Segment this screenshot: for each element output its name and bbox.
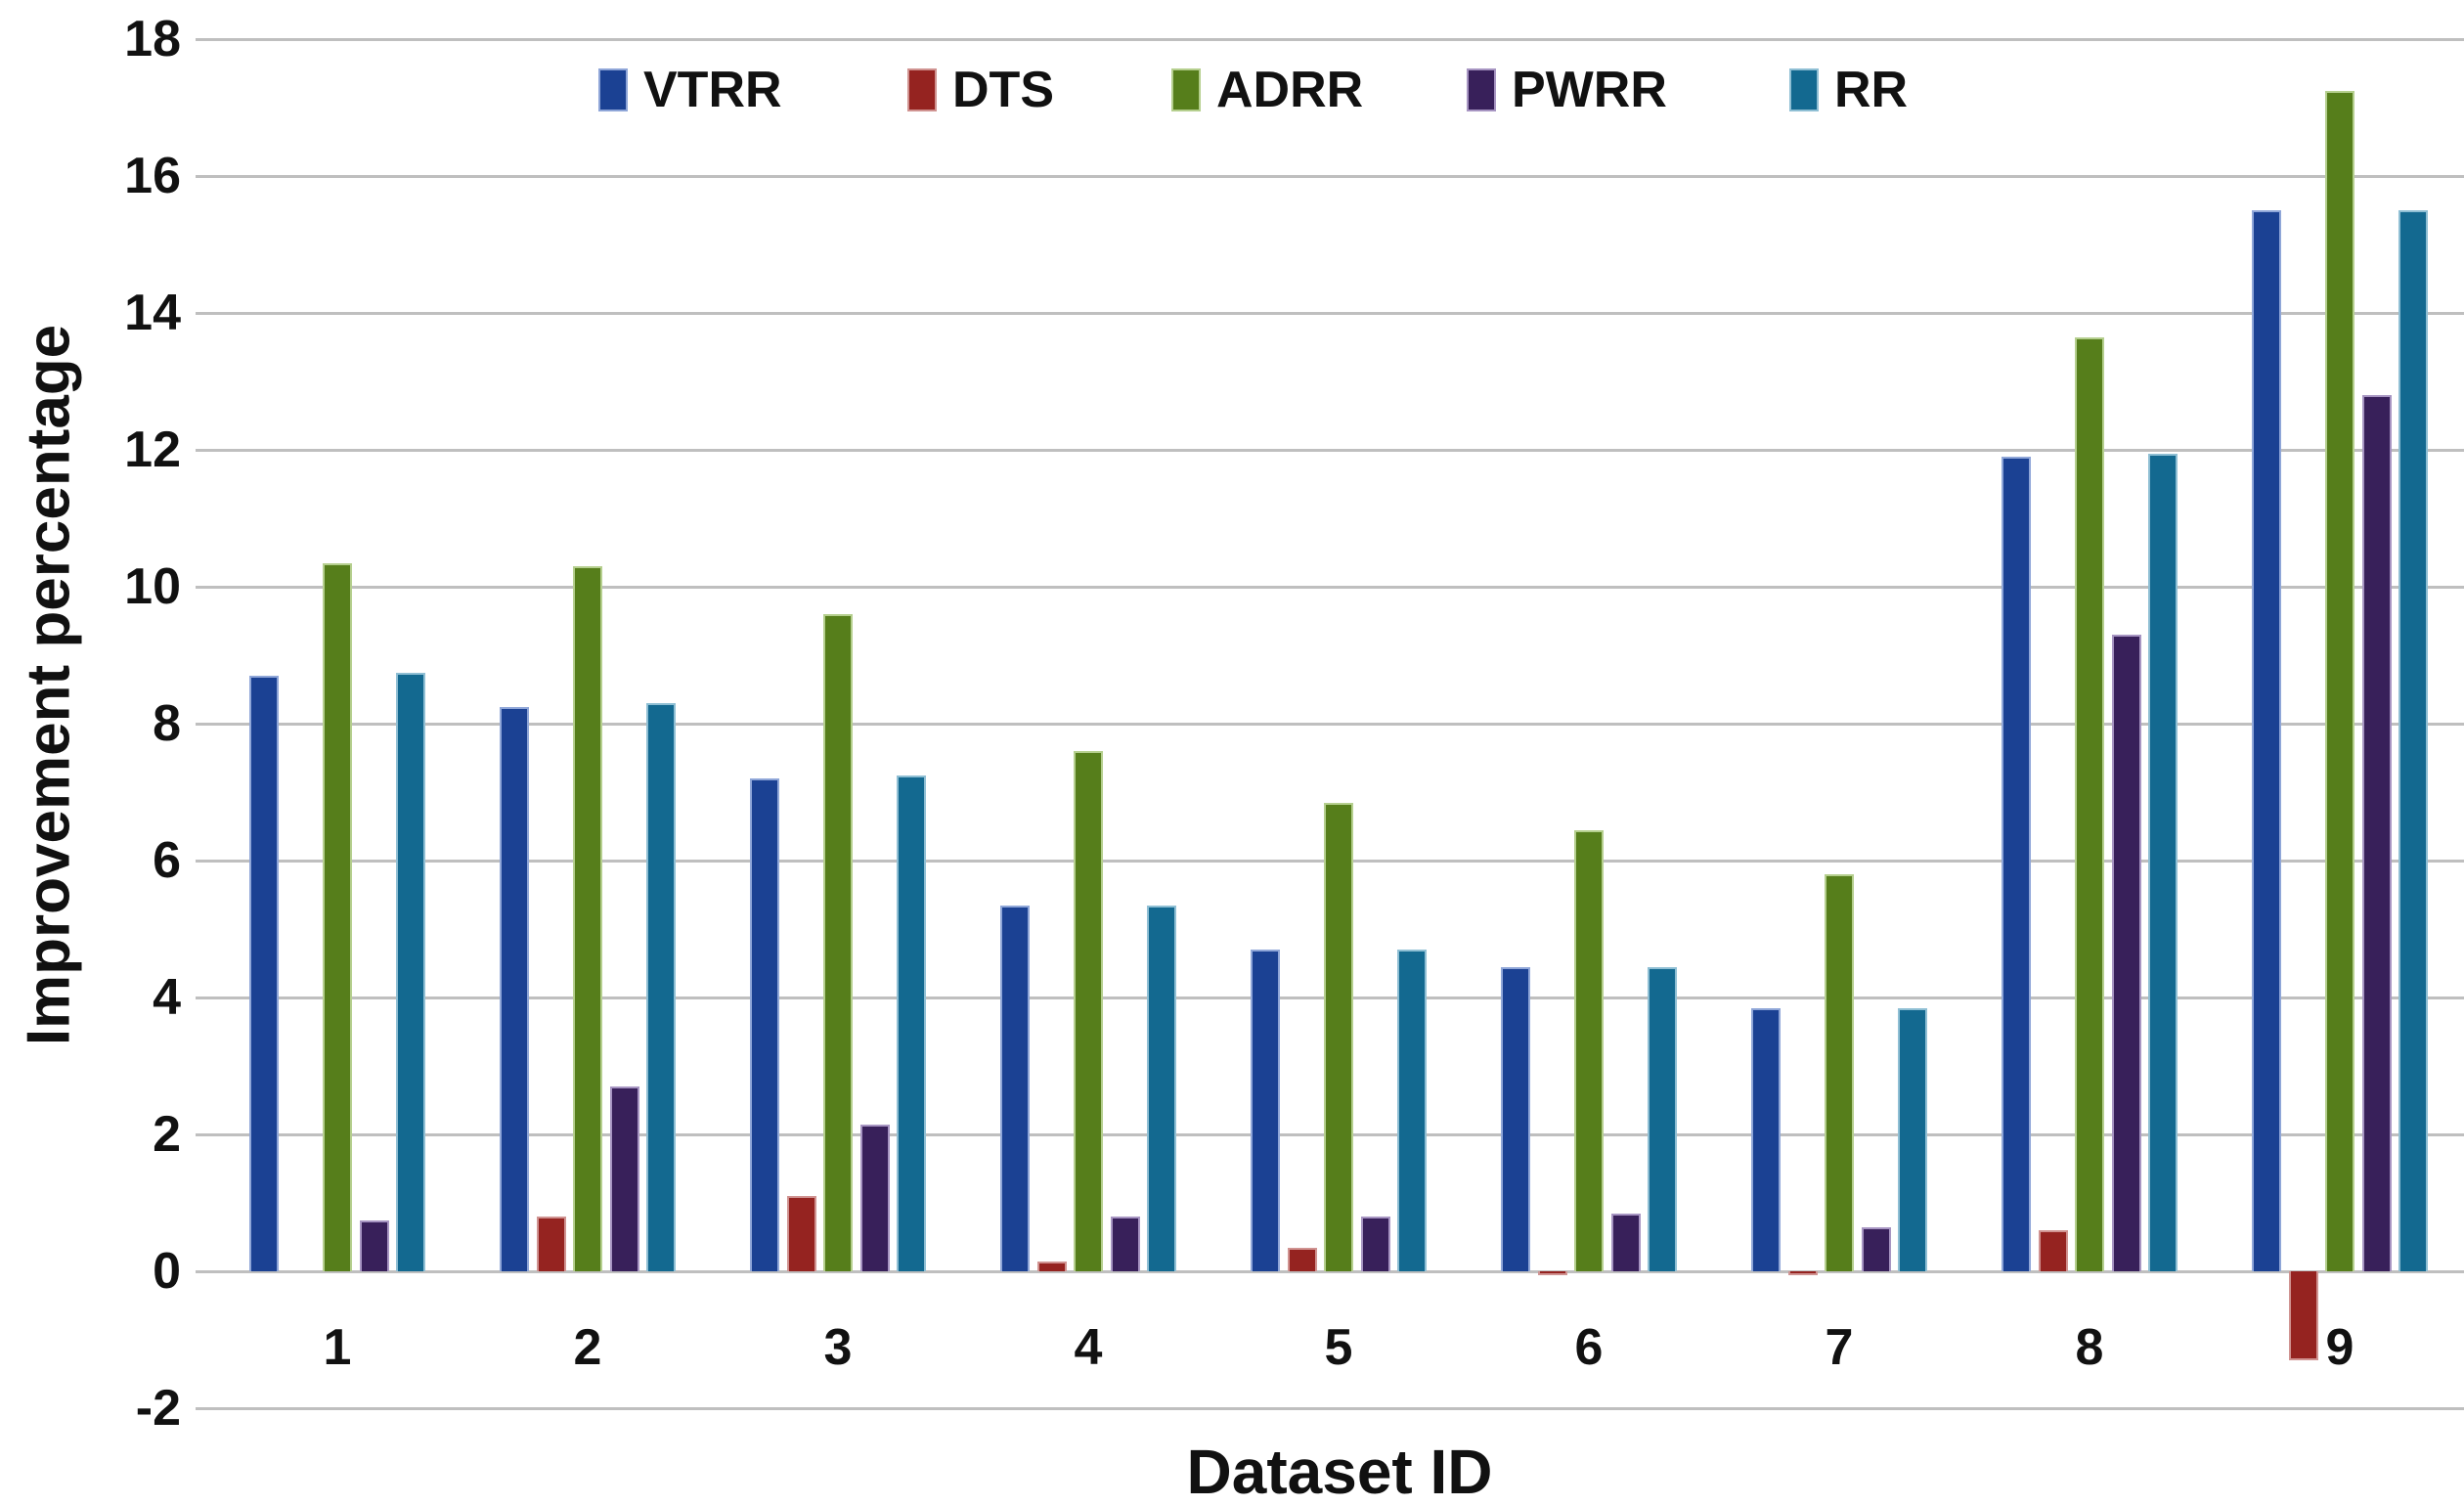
y-tick-label: 0 <box>153 1243 181 1300</box>
x-tick-label-1: 1 <box>323 1319 352 1376</box>
legend-item-rr: RR <box>1789 61 1908 119</box>
bar-pwrr-8 <box>2111 635 2141 1271</box>
bar-vtrr-7 <box>1751 1007 1781 1271</box>
bar-pwrr-5 <box>1360 1217 1390 1271</box>
gridline-y16 <box>196 174 2464 178</box>
bar-rr-2 <box>646 703 676 1271</box>
legend-swatch-pwrr <box>1467 68 1496 111</box>
legend-swatch-adrr <box>1171 68 1201 111</box>
y-tick-label: 14 <box>124 285 181 341</box>
bar-vtrr-8 <box>2002 457 2031 1271</box>
bar-vtrr-4 <box>1000 905 1030 1271</box>
bar-adrr-5 <box>1324 802 1353 1271</box>
y-tick-label: 4 <box>153 969 181 1026</box>
legend-label-dts: DTS <box>952 62 1054 118</box>
bar-adrr-7 <box>1825 874 1854 1271</box>
bar-vtrr-3 <box>750 778 779 1271</box>
bar-vtrr-6 <box>1501 966 1530 1271</box>
legend: VTRR DTS ADRR PWRR RR <box>0 61 2464 119</box>
bar-dts-8 <box>2038 1230 2068 1271</box>
gridline-y-2 <box>196 1406 2464 1410</box>
legend-label-vtrr: VTRR <box>643 62 782 118</box>
y-tick-label: -2 <box>135 1380 181 1437</box>
gridline-y0 <box>196 1269 2464 1273</box>
gridline-y10 <box>196 585 2464 589</box>
x-tick-label-3: 3 <box>823 1319 853 1376</box>
bar-rr-7 <box>1898 1007 1927 1271</box>
legend-swatch-dts <box>907 68 937 111</box>
gridline-y18 <box>196 37 2464 41</box>
legend-item-vtrr: VTRR <box>598 61 782 119</box>
bar-dts-6 <box>1537 1271 1567 1275</box>
bar-pwrr-4 <box>1110 1217 1140 1271</box>
x-tick-label-4: 4 <box>1074 1319 1103 1376</box>
legend-label-rr: RR <box>1834 62 1909 118</box>
x-tick-label-7: 7 <box>1825 1319 1854 1376</box>
bar-vtrr-5 <box>1251 950 1280 1271</box>
y-tick-label: 10 <box>124 558 181 615</box>
bar-vtrr-2 <box>500 706 529 1271</box>
legend-item-pwrr: PWRR <box>1467 61 1667 119</box>
x-tick-label-9: 9 <box>2325 1319 2354 1376</box>
bar-adrr-3 <box>823 614 853 1271</box>
bar-dts-2 <box>536 1217 566 1271</box>
y-tick-label: 18 <box>124 11 181 67</box>
y-tick-label: 12 <box>124 421 181 478</box>
bar-vtrr-9 <box>2252 210 2281 1271</box>
bar-rr-3 <box>897 775 926 1271</box>
bar-pwrr-1 <box>359 1219 389 1271</box>
bar-dts-9 <box>2288 1271 2318 1360</box>
bar-pwrr-3 <box>859 1124 890 1271</box>
bar-dts-5 <box>1287 1247 1317 1271</box>
bar-dts-3 <box>786 1196 816 1271</box>
bar-dts-7 <box>1787 1271 1818 1275</box>
bar-adrr-2 <box>573 566 602 1271</box>
legend-label-adrr: ADRR <box>1216 62 1364 118</box>
legend-label-pwrr: PWRR <box>1512 62 1667 118</box>
gridline-y14 <box>196 311 2464 315</box>
y-tick-label: 2 <box>153 1106 181 1163</box>
gridline-y12 <box>196 448 2464 452</box>
bar-pwrr-7 <box>1861 1226 1891 1271</box>
bar-adrr-1 <box>323 562 352 1271</box>
legend-swatch-vtrr <box>598 68 628 111</box>
bar-vtrr-1 <box>249 676 279 1271</box>
x-tick-label-5: 5 <box>1324 1319 1353 1376</box>
bar-pwrr-2 <box>609 1086 639 1271</box>
bar-rr-6 <box>1648 966 1677 1271</box>
bar-adrr-4 <box>1074 751 1103 1271</box>
x-axis-title: Dataset ID <box>1186 1437 1493 1506</box>
bar-rr-9 <box>2398 210 2428 1271</box>
bar-adrr-8 <box>2075 336 2104 1271</box>
bar-dts-4 <box>1036 1261 1067 1271</box>
bar-adrr-6 <box>1574 829 1604 1271</box>
gridline-y8 <box>196 722 2464 726</box>
bar-rr-8 <box>2148 453 2178 1271</box>
x-tick-label-8: 8 <box>2075 1319 2104 1376</box>
bar-rr-4 <box>1147 905 1176 1271</box>
legend-item-adrr: ADRR <box>1171 61 1363 119</box>
bar-rr-1 <box>396 672 425 1271</box>
y-tick-label: 16 <box>124 148 181 204</box>
x-tick-label-2: 2 <box>573 1319 602 1376</box>
y-tick-label: 6 <box>153 832 181 889</box>
legend-item-dts: DTS <box>907 61 1054 119</box>
bar-adrr-9 <box>2325 90 2354 1271</box>
bar-pwrr-9 <box>2361 395 2392 1271</box>
bar-pwrr-6 <box>1610 1213 1641 1271</box>
y-tick-label: 8 <box>153 695 181 752</box>
x-tick-label-6: 6 <box>1574 1319 1604 1376</box>
bar-rr-5 <box>1397 950 1427 1271</box>
legend-swatch-rr <box>1789 68 1819 111</box>
